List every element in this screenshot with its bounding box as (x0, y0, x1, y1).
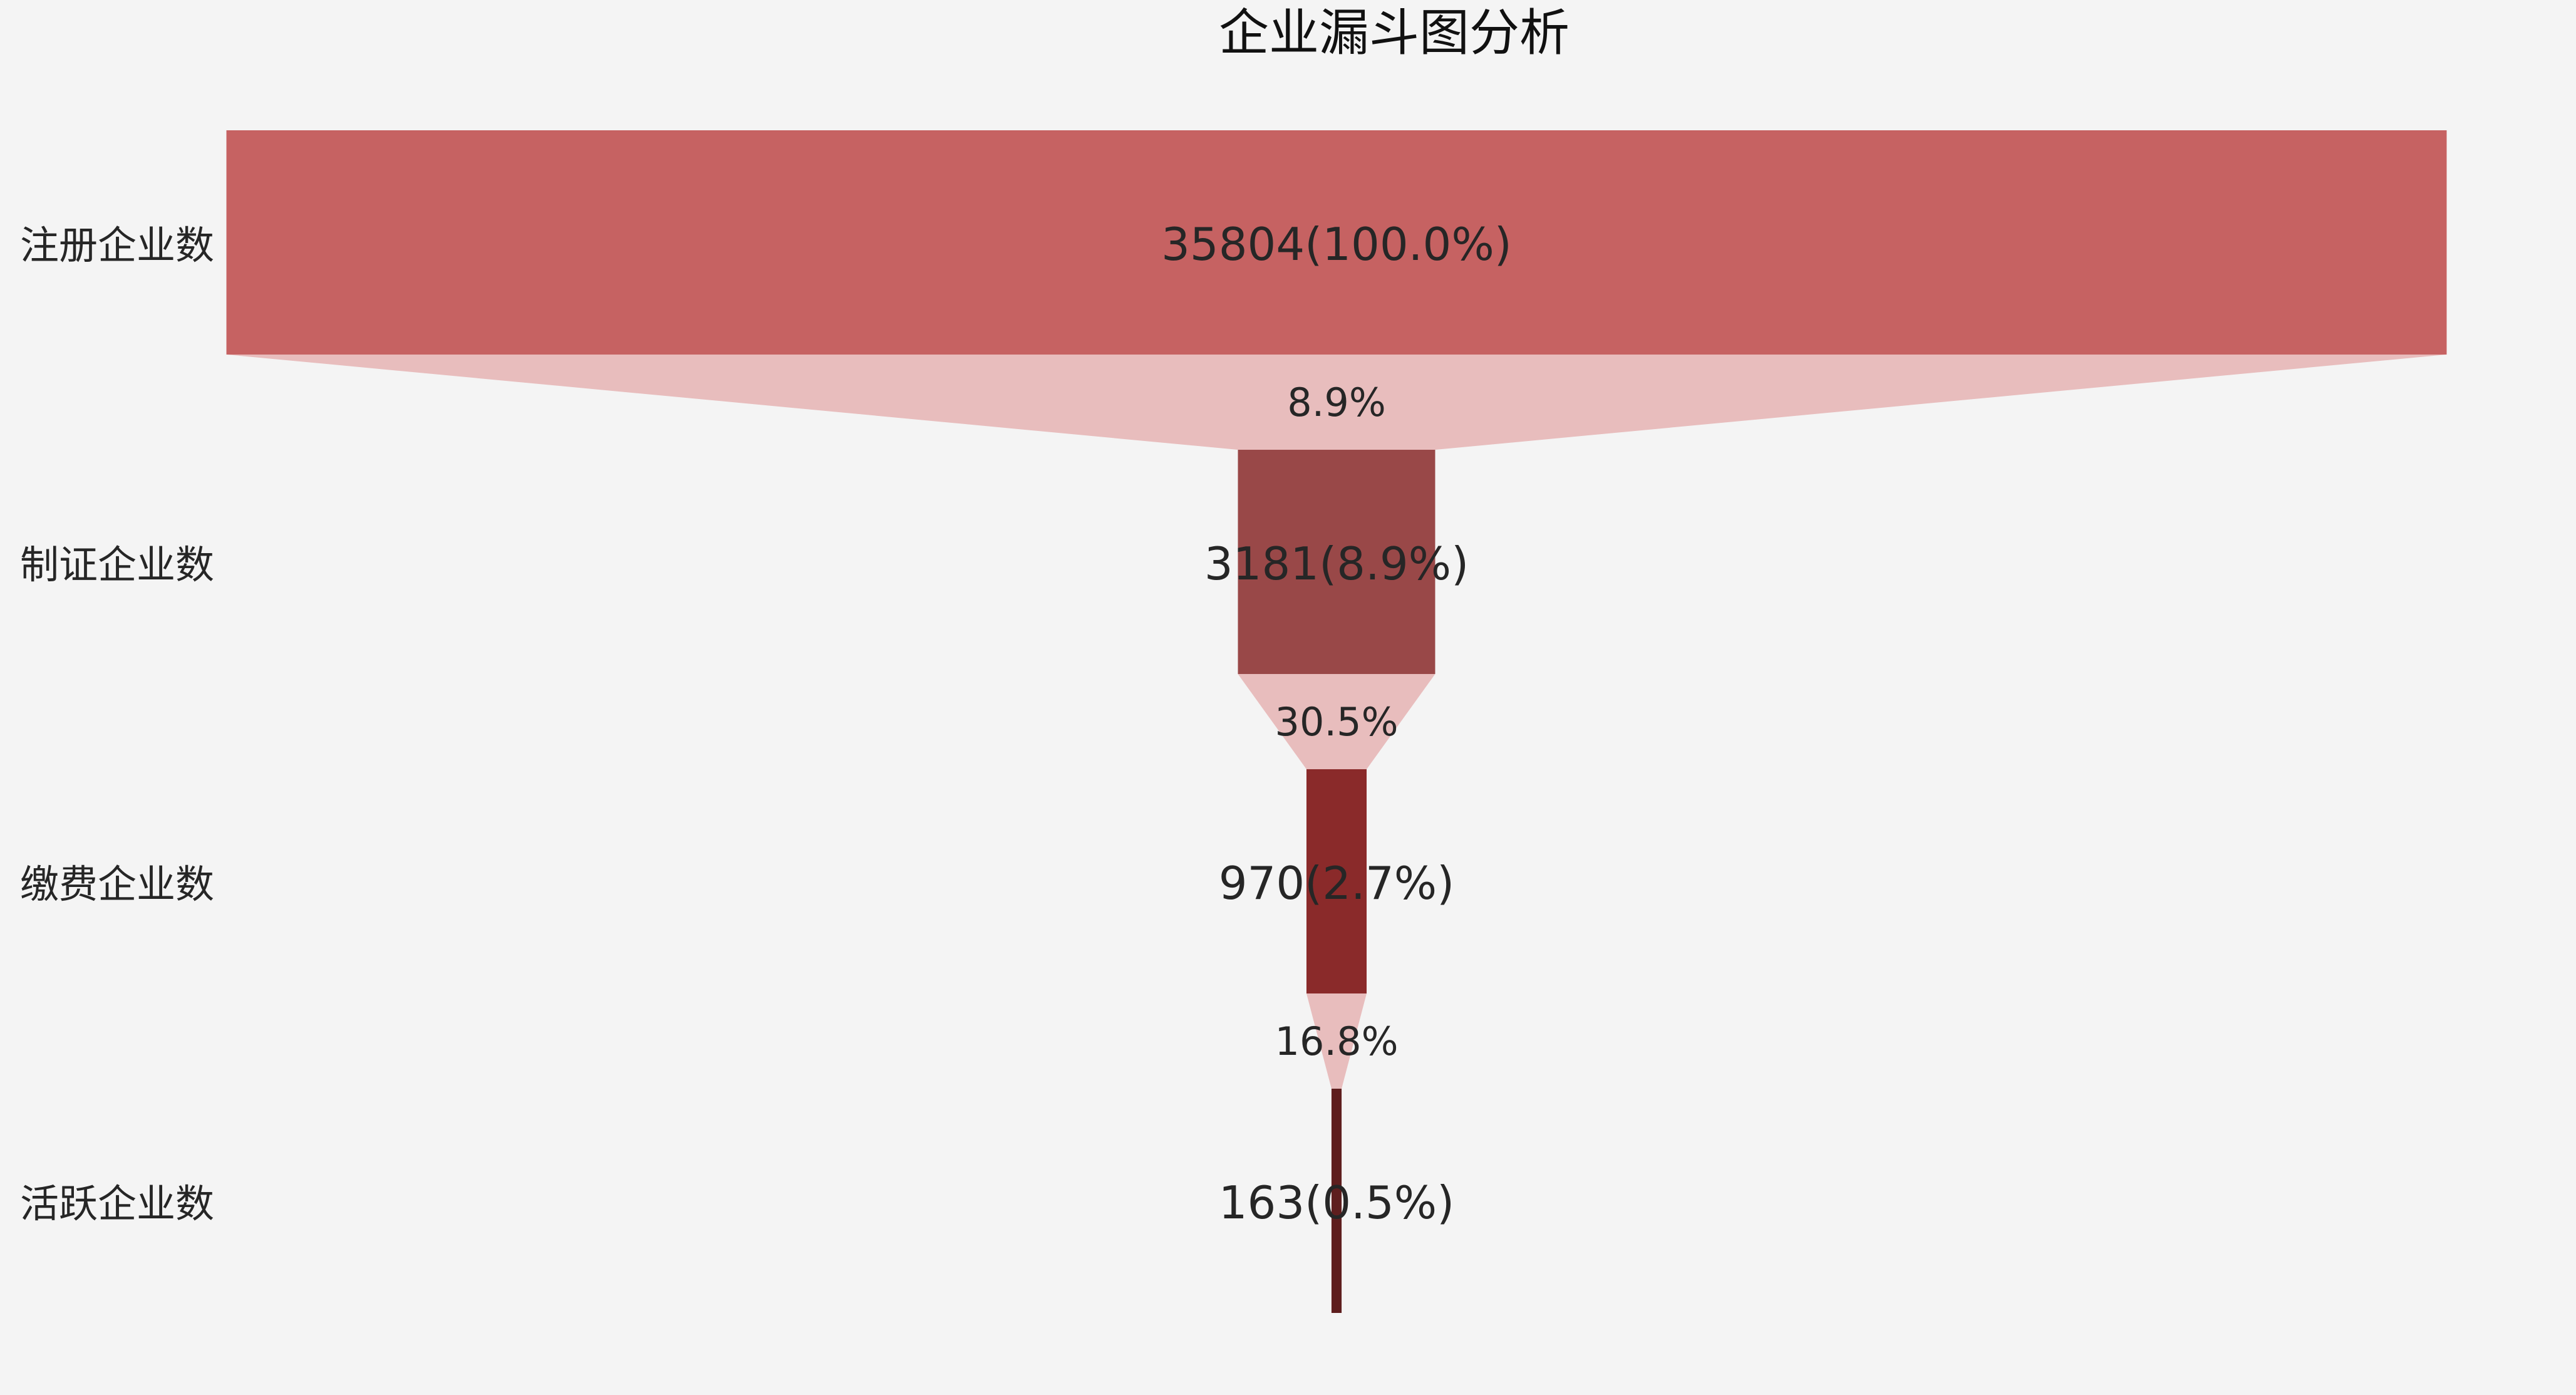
value-label-1: 35804(100.0%) (1161, 218, 1512, 271)
funnel-bar-2 (1238, 450, 1435, 674)
funnel-bar-1 (226, 130, 2447, 355)
stage-label-3: 缴费企业数 (20, 861, 214, 907)
conversion-label-1: 8.9% (1287, 380, 1386, 425)
conversion-label-3: 16.8% (1275, 1019, 1399, 1064)
bars-layer (226, 130, 2447, 1313)
labels-layer: 8.9% 30.5% 16.8% 注册企业数 35804(100.0%) 制证企业数 318… (20, 218, 1512, 1229)
connector-3 (1306, 993, 1367, 1089)
value-label-2: 3181(8.9%) (1204, 537, 1469, 590)
funnel-bar-3 (1306, 769, 1367, 993)
stage-label-4: 活跃企业数 (20, 1181, 214, 1226)
connectors-layer (226, 355, 2447, 1089)
value-label-4: 163(0.5%) (1219, 1176, 1455, 1229)
stage-label-1: 注册企业数 (20, 222, 214, 268)
stage-label-2: 制证企业数 (20, 542, 214, 588)
connector-1 (226, 355, 2447, 450)
value-label-3: 970(2.7%) (1219, 857, 1455, 910)
conversion-label-2: 30.5% (1275, 699, 1399, 745)
funnel-bar-4 (1331, 1089, 1342, 1313)
chart-title: 企业漏斗图分析 (1219, 4, 1570, 62)
connector-2 (1238, 674, 1435, 769)
